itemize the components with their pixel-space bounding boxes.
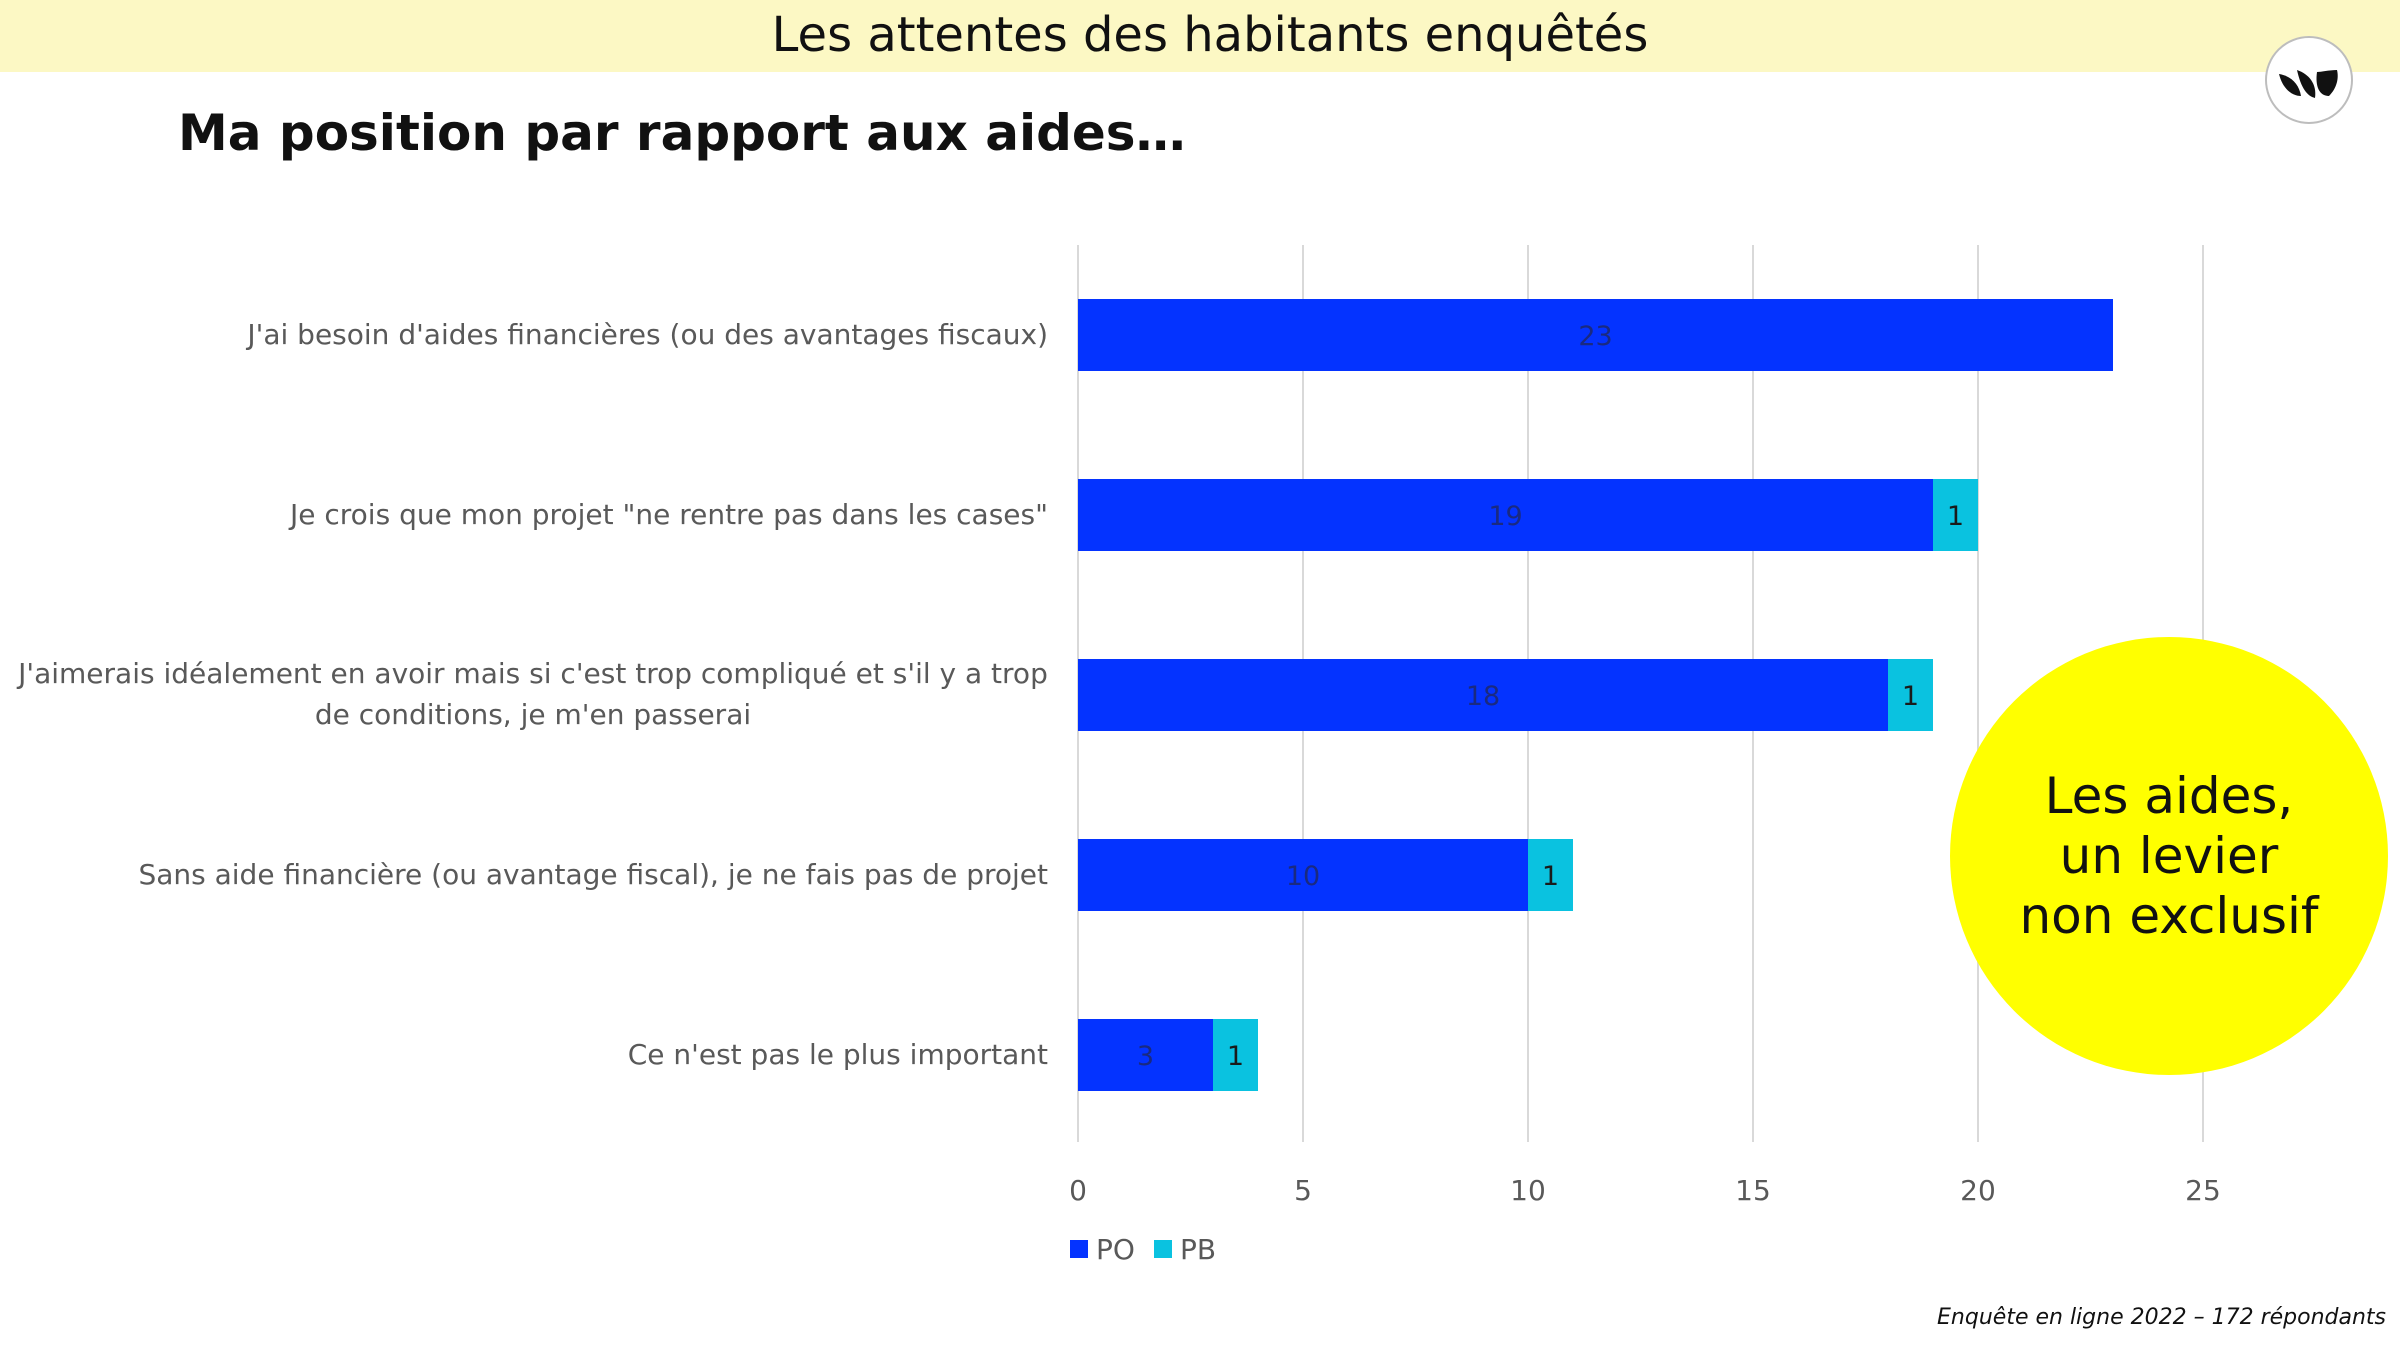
data-label-pb: 1 bbox=[1227, 1041, 1244, 1072]
legend-swatch-pb bbox=[1154, 1240, 1172, 1258]
bar-po-0 bbox=[1078, 299, 2113, 371]
bar-pb-4 bbox=[1213, 1019, 1258, 1091]
bar-po-4 bbox=[1078, 1019, 1213, 1091]
data-label-po: 19 bbox=[1488, 501, 1522, 532]
bar-po-3 bbox=[1078, 839, 1528, 911]
x-tick-label: 0 bbox=[1069, 1174, 1087, 1207]
data-label-po: 3 bbox=[1137, 1041, 1154, 1072]
data-label-pb: 1 bbox=[1947, 501, 1964, 532]
bar-pb-2 bbox=[1888, 659, 1933, 731]
category-label: Je crois que mon projet "ne rentre pas d… bbox=[290, 497, 1048, 531]
legend-label-pb: PB bbox=[1180, 1233, 1216, 1266]
bar-pb-1 bbox=[1933, 479, 1978, 551]
legend-swatch-po bbox=[1070, 1240, 1088, 1258]
legend-label-po: PO bbox=[1096, 1233, 1135, 1266]
x-tick-label: 10 bbox=[1510, 1174, 1546, 1207]
data-label-pb: 1 bbox=[1542, 861, 1559, 892]
bar-po-1 bbox=[1078, 479, 1933, 551]
x-tick-label: 20 bbox=[1960, 1174, 1996, 1207]
callout-bubble: Les aides, un levier non exclusif bbox=[1950, 637, 2388, 1075]
data-label-po: 18 bbox=[1466, 681, 1500, 712]
data-label-po: 23 bbox=[1578, 321, 1612, 352]
top-banner bbox=[0, 0, 2400, 72]
category-label: Sans aide financière (ou avantage fiscal… bbox=[138, 857, 1048, 891]
data-label-po: 10 bbox=[1286, 861, 1320, 892]
category-label: Ce n'est pas le plus important bbox=[627, 1037, 1048, 1071]
x-tick-label: 5 bbox=[1294, 1174, 1312, 1207]
footnote: Enquête en ligne 2022 – 172 répondants bbox=[1937, 1305, 2386, 1330]
banner-title: Les attentes des habitants enquêtés bbox=[771, 7, 1649, 63]
x-tick-label: 25 bbox=[2185, 1174, 2221, 1207]
bar-pb-3 bbox=[1528, 839, 1573, 911]
bar-po-2 bbox=[1078, 659, 1888, 731]
callout-text: Les aides, un levier non exclusif bbox=[2019, 767, 2319, 945]
category-label: J'aimerais idéalement en avoir mais si c… bbox=[18, 657, 1048, 731]
x-tick-label: 15 bbox=[1735, 1174, 1771, 1207]
chart-subtitle: Ma position par rapport aux aides… bbox=[178, 104, 1186, 162]
leaf-logo-icon bbox=[2265, 36, 2353, 124]
data-label-pb: 1 bbox=[1902, 681, 1919, 712]
category-label: J'ai besoin d'aides financières (ou des … bbox=[247, 317, 1048, 351]
